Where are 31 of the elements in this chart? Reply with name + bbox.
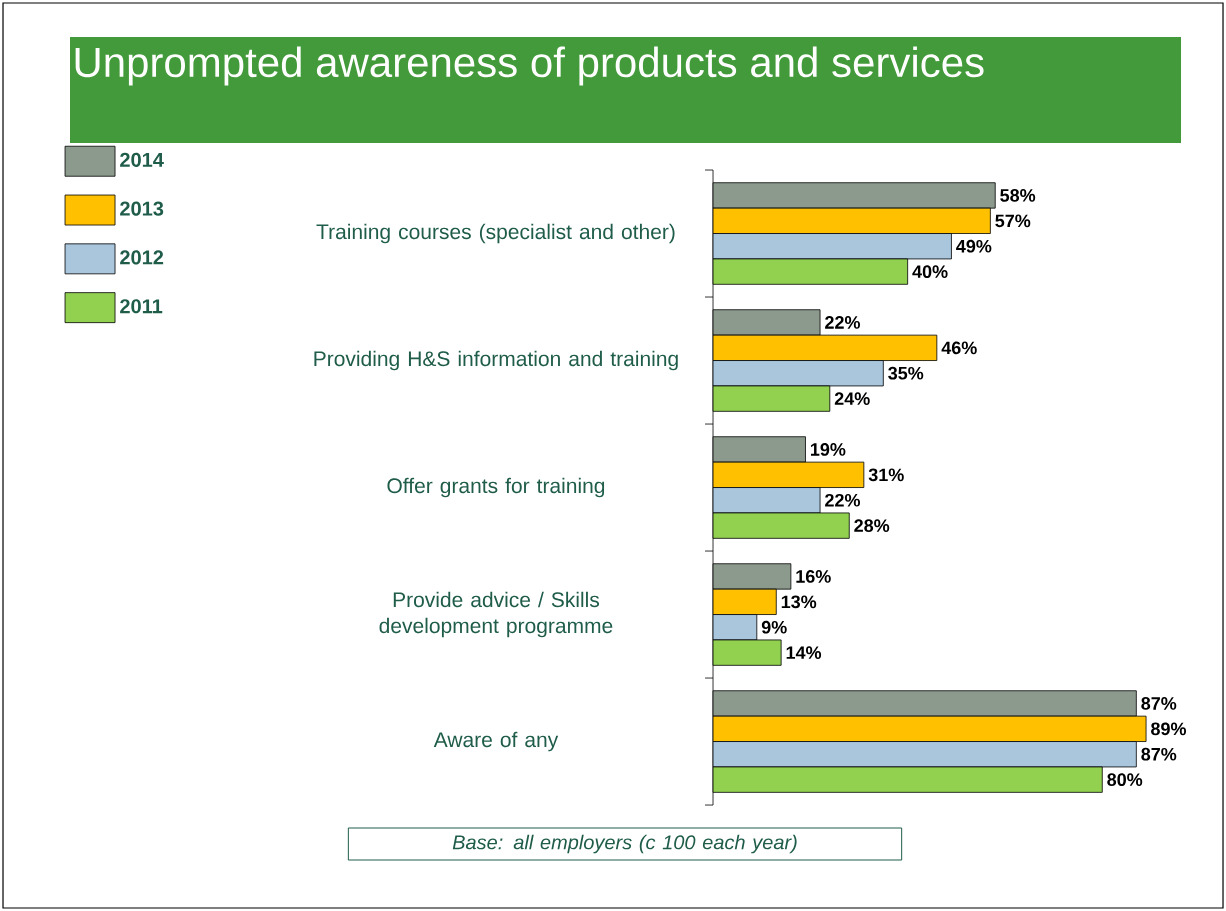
data-label: 14% xyxy=(786,646,822,659)
y-tick-label: Training courses (specialist and other) xyxy=(316,223,675,244)
legend-label: 2011 xyxy=(120,299,163,314)
data-label: 87% xyxy=(1141,747,1177,761)
y-tick-label: Providing H&S information and training xyxy=(314,350,678,371)
data-label: 31% xyxy=(868,468,904,482)
data-label: 89% xyxy=(1151,722,1187,736)
data-label: 19% xyxy=(811,443,846,456)
y-tick-label: Offer grants for training xyxy=(387,477,605,498)
data-label: 57% xyxy=(995,214,1031,228)
legend-label: 2014 xyxy=(120,152,164,167)
y-tick-label: Aware of any xyxy=(433,731,559,752)
data-label: 80% xyxy=(1107,773,1143,787)
legend-label: 2013 xyxy=(120,201,164,216)
data-label: 24% xyxy=(834,392,870,405)
y-tick-label: Provide advice / Skills development programme xyxy=(379,591,613,638)
data-label: 58% xyxy=(1000,189,1036,202)
data-label: 46% xyxy=(941,341,977,355)
data-label: 49% xyxy=(956,239,992,253)
text: Base: all employers (c 100 each year) xyxy=(452,834,797,854)
data-label: 13% xyxy=(781,595,817,609)
chart-title: Unprompted awareness of products and services xyxy=(75,46,984,86)
data-label: 87% xyxy=(1141,697,1177,710)
data-label: 40% xyxy=(912,265,948,279)
data-label: 35% xyxy=(888,366,924,380)
data-label: 16% xyxy=(796,570,831,583)
legend-label: 2012 xyxy=(120,250,164,265)
data-label: 22% xyxy=(825,316,861,329)
data-label: 28% xyxy=(854,519,890,533)
data-label: 9% xyxy=(761,620,787,634)
data-label: 22% xyxy=(825,493,861,507)
